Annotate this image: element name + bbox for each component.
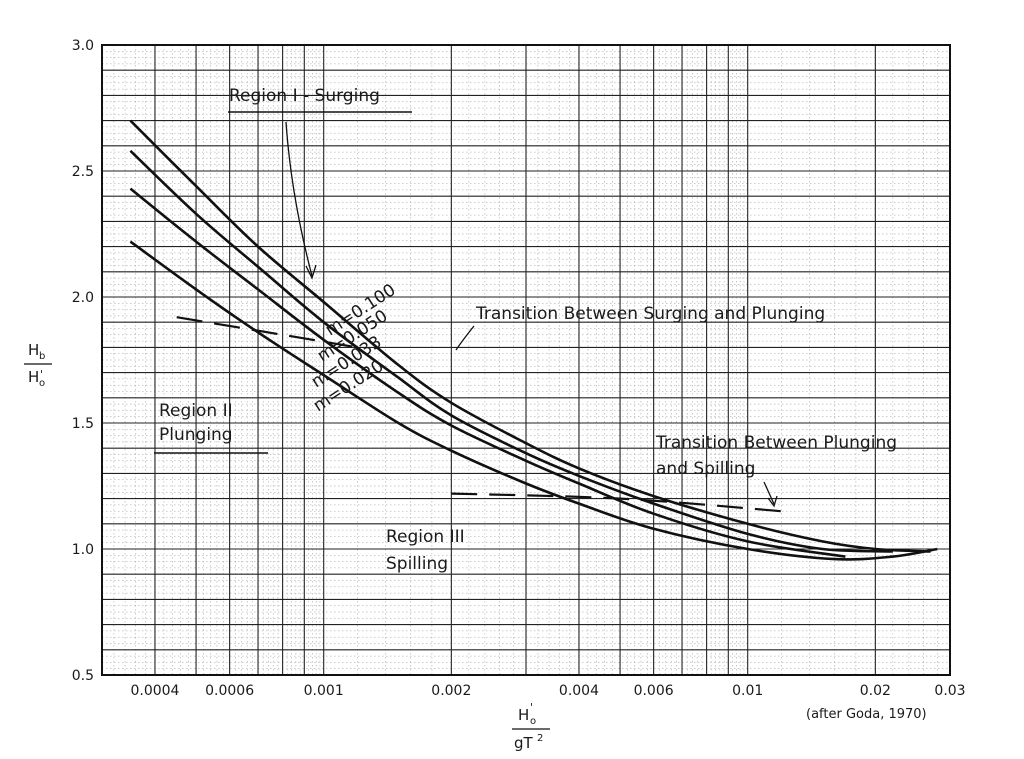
annotation-region2-line1: Region II <box>159 401 233 421</box>
series-group <box>129 119 938 561</box>
ylabel-denominator-prime: ' <box>40 368 43 381</box>
annotation-transition2-line1: Transition Between Plunging <box>655 433 897 453</box>
xlabel-numerator-sub: o <box>530 716 536 727</box>
y-tick-label: 0.5 <box>72 668 94 684</box>
transition2-arrowhead <box>767 495 778 508</box>
series-line-1 <box>129 119 931 553</box>
transition-group <box>176 316 782 513</box>
ylabel-denominator: H <box>28 368 39 386</box>
annotation-transition1: Transition Between Surging and Plunging <box>475 304 825 324</box>
x-tick-label: 0.02 <box>860 683 891 699</box>
annotation-region3-line1: Region III <box>386 527 465 547</box>
transition-line-1 <box>176 316 358 349</box>
y-tick-label: 2.0 <box>72 290 94 306</box>
y-tick-label: 3.0 <box>72 38 94 54</box>
x-tick-label: 0.0006 <box>205 683 254 699</box>
x-tick-label: 0.002 <box>431 683 471 699</box>
x-tick-label: 0.004 <box>559 683 599 699</box>
xlabel-denominator: gT <box>514 734 534 752</box>
series-line-2 <box>129 149 893 553</box>
x-tick-label: 0.006 <box>634 683 674 699</box>
x-tick-label: 0.01 <box>732 683 763 699</box>
x-tick-labels: 0.0004 0.0006 0.001 0.002 0.004 0.006 0.01 0.02… <box>130 683 965 699</box>
ylabel-numerator-sub: b <box>39 351 45 362</box>
annotation-region3-line2: Spilling <box>386 554 448 574</box>
ylabel-denominator-sub: o <box>39 378 45 389</box>
transition1-arrow <box>455 325 475 351</box>
y-axis-label: H b H ' o <box>24 341 52 389</box>
xlabel-numerator: H <box>518 706 529 724</box>
y-tick-label: 1.5 <box>72 416 94 432</box>
y-tick-labels: 0.5 1.0 1.5 2.0 2.5 3.0 <box>72 38 94 684</box>
plot-frame <box>101 44 951 676</box>
annotation-transition2-line2: and Spilling <box>656 459 755 479</box>
y-tick-label: 2.5 <box>72 164 94 180</box>
x-tick-label: 0.03 <box>934 683 965 699</box>
transition-line-2 <box>451 492 782 513</box>
xlabel-numerator-prime: ' <box>530 701 533 714</box>
xlabel-denominator-sup: 2 <box>537 733 543 744</box>
region1-arrowhead <box>305 264 317 280</box>
x-tick-label: 0.001 <box>304 683 344 699</box>
x-axis-label: H ' o gT 2 <box>512 701 550 752</box>
annotation-region1: Region I - Surging <box>229 86 380 106</box>
x-tick-label: 0.0004 <box>130 683 179 699</box>
series-line-4 <box>129 240 938 561</box>
source-note: (after Goda, 1970) <box>806 707 927 722</box>
series-line-3 <box>129 187 846 558</box>
annotation-region2-line2: Plunging <box>159 425 233 445</box>
y-tick-label: 1.0 <box>72 542 94 558</box>
transition2-arrow <box>763 481 775 505</box>
ylabel-numerator: H <box>28 341 39 359</box>
region1-arrow <box>285 121 313 277</box>
